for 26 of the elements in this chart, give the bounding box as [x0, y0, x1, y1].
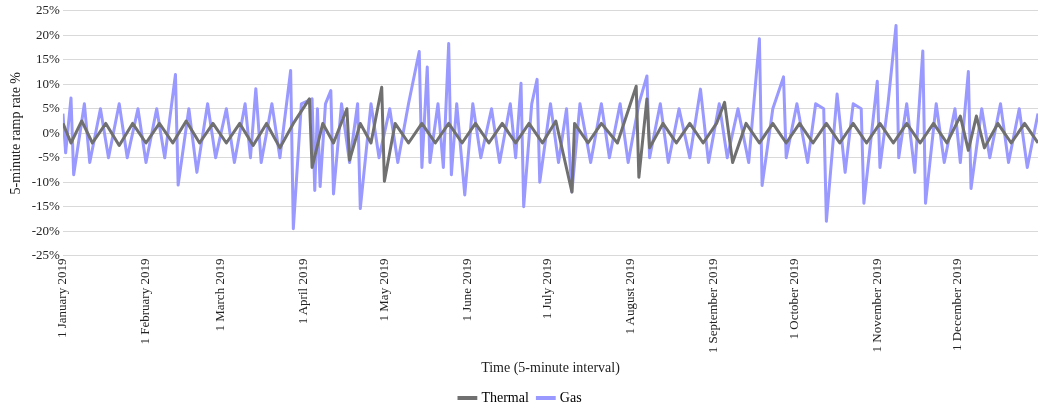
x-tick-label: 1 September 2019 [705, 258, 721, 354]
x-tick-label: 1 July 2019 [539, 258, 555, 320]
x-tick-label: 1 February 2019 [137, 258, 153, 345]
y-tick-label: 15% [36, 51, 61, 67]
y-tick-label: -20% [31, 222, 61, 238]
x-tick-label: 1 March 2019 [212, 258, 228, 332]
y-tick-label: -5% [38, 149, 61, 165]
y-tick-label: 10% [36, 75, 61, 91]
x-tick-label: 1 January 2019 [54, 258, 70, 339]
x-tick-label: 1 April 2019 [295, 258, 311, 325]
legend-label: Thermal [481, 389, 529, 405]
x-tick-label: 1 May 2019 [375, 258, 391, 322]
x-tick-label: 1 August 2019 [622, 258, 638, 335]
x-tick-label: 1 December 2019 [949, 258, 965, 352]
x-tick-label: 1 June 2019 [458, 258, 474, 322]
y-tick-label: 5% [42, 100, 61, 116]
y-tick-label: 20% [36, 26, 61, 42]
y-tick-label: 25% [36, 2, 61, 18]
legend-label: Gas [559, 389, 582, 405]
y-tick-label: -15% [31, 198, 61, 214]
x-tick-label: 1 November 2019 [868, 258, 884, 353]
y-axis-title: 5-minute ramp rate % [8, 71, 24, 195]
x-tick-label: 1 October 2019 [785, 258, 801, 340]
x-axis-title: Time (5-minute interval) [481, 360, 621, 377]
y-tick-label: -10% [31, 173, 61, 189]
y-tick-label: 0% [42, 124, 61, 140]
